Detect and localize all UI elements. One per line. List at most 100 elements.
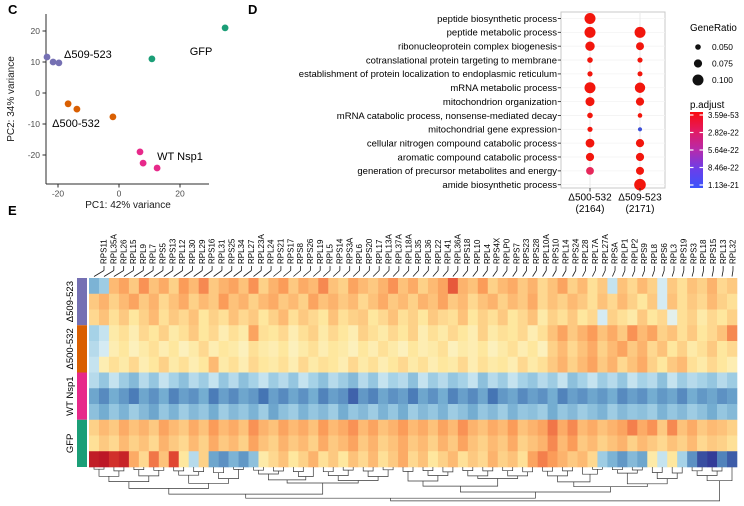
heatmap-cell	[617, 388, 628, 405]
gene-label-connector	[622, 270, 626, 277]
heatmap-cell	[338, 451, 349, 468]
dendrogram-link	[592, 467, 603, 470]
heatmap-cell	[308, 404, 319, 421]
heatmap-cell	[597, 419, 608, 436]
heatmap-cell	[158, 388, 170, 405]
heatmap-cell	[318, 451, 329, 468]
heatmap-cell	[557, 325, 568, 342]
heatmap-cell	[318, 372, 329, 389]
gene-label-connector	[163, 270, 174, 277]
heatmap-cell	[358, 419, 369, 436]
heatmap-cell	[657, 404, 668, 421]
go-col-label: Δ509-523	[618, 193, 662, 204]
gene-label: RPL37A	[394, 234, 403, 264]
heatmap-cell	[258, 419, 269, 436]
gene-label: RPL17	[375, 239, 384, 264]
heatmap-cell	[677, 419, 688, 436]
heatmap-cell	[208, 419, 219, 436]
heatmap-cell	[218, 419, 229, 436]
heatmap-cell	[258, 388, 269, 405]
heatmap-cell	[218, 325, 229, 342]
pca-point	[139, 159, 147, 167]
heatmap-cell	[148, 451, 160, 468]
heatmap-cell	[238, 451, 249, 468]
heatmap-cell	[507, 388, 518, 405]
heatmap-cell	[517, 388, 528, 405]
heatmap-cell	[398, 278, 409, 295]
heatmap-cell	[118, 451, 130, 468]
heatmap-cell	[597, 341, 608, 358]
heatmap-cell	[457, 372, 469, 389]
heatmap-cell	[288, 435, 299, 452]
go-dot	[584, 82, 596, 94]
heatmap-cell	[208, 325, 219, 342]
heatmap-cell	[118, 356, 130, 373]
gene-label: RPL31	[218, 239, 227, 264]
expression-heatmap-panel: RPS11 RPL35A RPL26 RPL15 RPL9 RPL7 RPS5 RPS13 RP…	[65, 234, 738, 502]
go-term-label: mitochondrion organization	[443, 97, 557, 108]
heatmap-cell	[707, 388, 718, 405]
heatmap-cell	[617, 278, 628, 295]
heatmap-cell	[228, 419, 239, 436]
heatmap-cell	[447, 388, 459, 405]
heatmap-cell	[637, 451, 648, 468]
gene-label: RPS23	[522, 238, 531, 264]
heatmap-cell	[507, 419, 518, 436]
heatmap-cell	[248, 404, 259, 421]
heatmap-cell	[657, 451, 668, 468]
heatmap-cell	[657, 372, 668, 389]
heatmap-cell	[547, 309, 558, 326]
dendrogram-link	[502, 467, 514, 472]
heatmap-cell	[677, 388, 688, 405]
heatmap-cell	[637, 278, 648, 295]
heatmap-cell	[537, 341, 548, 358]
heatmap-cell	[707, 325, 718, 342]
heatmap-cell	[358, 278, 369, 295]
heatmap-cell	[128, 341, 140, 358]
heatmap-cell	[188, 356, 199, 373]
dendrogram-link	[268, 474, 307, 481]
heatmap-cell	[98, 278, 110, 295]
heatmap-cell	[98, 325, 110, 342]
heatmap-cell	[408, 419, 419, 436]
gene-label: RPS6	[660, 243, 669, 264]
heatmap-cell	[328, 388, 339, 405]
heatmap-cell	[417, 419, 429, 436]
gene-label: RPS28	[532, 238, 541, 264]
gene-label: RPS17	[286, 238, 295, 264]
heatmap-cell	[378, 356, 389, 373]
dendrogram-link	[128, 481, 209, 489]
heatmap-cell	[228, 356, 239, 373]
heatmap-cell	[378, 293, 389, 310]
heatmap-cell	[647, 451, 658, 468]
heatmap-cell	[278, 404, 289, 421]
heatmap-cell	[338, 404, 349, 421]
heatmap-cell	[597, 278, 608, 295]
heatmap-cell	[467, 388, 479, 405]
heatmap-cell	[567, 325, 578, 342]
heatmap-cell	[178, 388, 189, 405]
heatmap-cell	[707, 341, 718, 358]
heatmap-cell	[98, 435, 110, 452]
heatmap-cell	[128, 278, 140, 295]
heatmap-cell	[677, 404, 688, 421]
heatmap-cell	[457, 325, 469, 342]
gene-label-connector	[442, 270, 449, 277]
gene-label-connector	[602, 270, 606, 277]
gene-label-connector	[233, 270, 242, 277]
gene-labels: RPS11 RPL35A RPL26 RPL15 RPL9 RPL7 RPS5 RPS13 RP…	[93, 234, 738, 277]
pca-y-axis-title: PC2: 34% variance	[6, 56, 17, 142]
heatmap-cell	[417, 293, 429, 310]
heatmap-cell	[537, 356, 548, 373]
heatmap-cell	[587, 278, 598, 295]
heatmap-cell	[557, 309, 568, 326]
heatmap-cell	[537, 451, 548, 468]
heatmap-cell	[537, 309, 548, 326]
heatmap-cell	[567, 293, 578, 310]
heatmap-cell	[487, 419, 499, 436]
gene-label: RPL36A	[453, 234, 462, 264]
heatmap-cell	[408, 435, 419, 452]
heatmap-cell	[517, 278, 528, 295]
heatmap-cell	[89, 435, 100, 452]
heatmap-cell	[368, 341, 379, 358]
